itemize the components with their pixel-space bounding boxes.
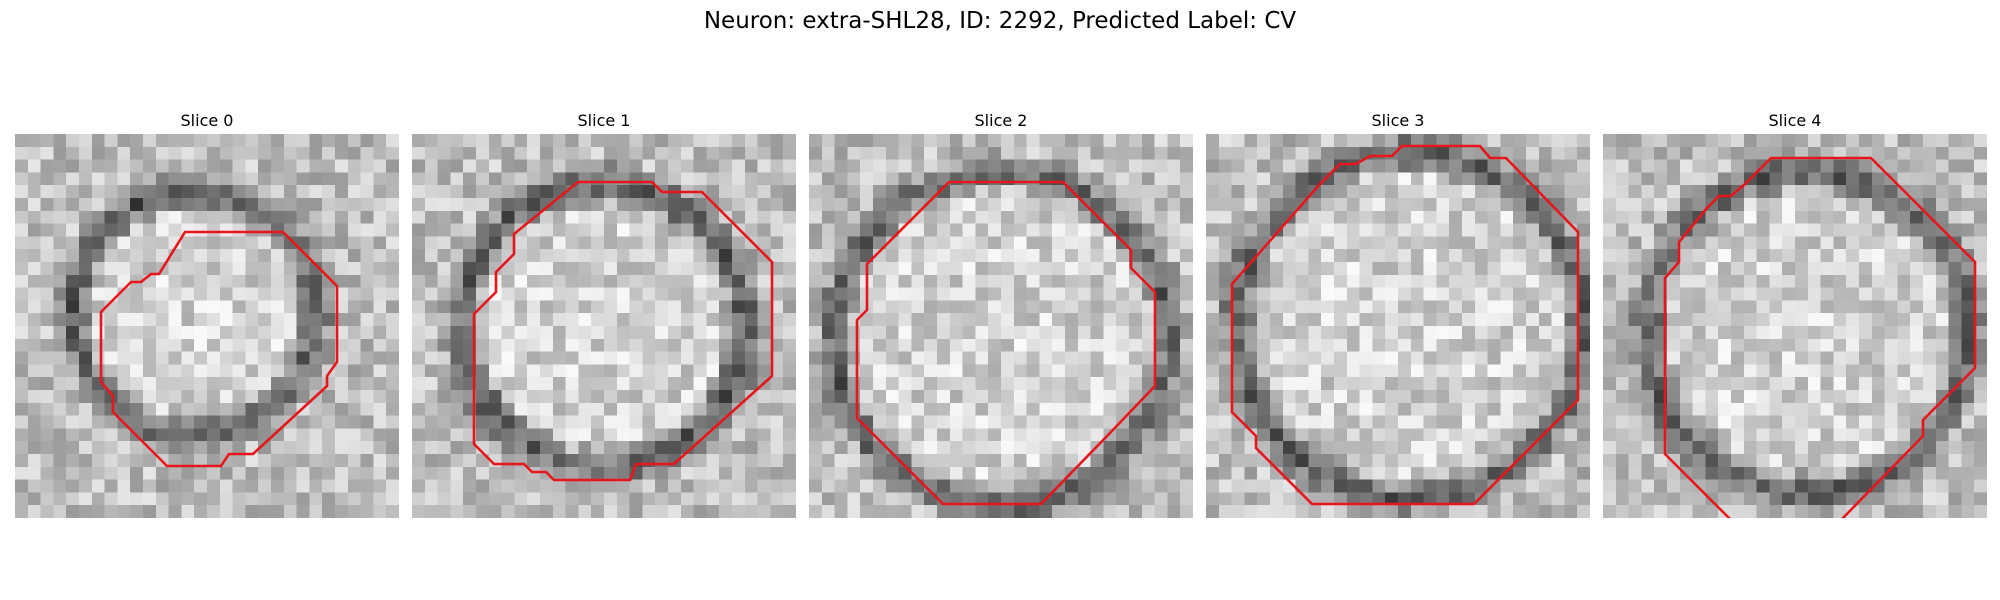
slice-title-4: Slice 4: [1768, 111, 1822, 130]
figure-title: Neuron: extra-SHL28, ID: 2292, Predicted…: [703, 8, 1297, 34]
slice-image-2: [809, 134, 1193, 518]
slice-image-4: [1603, 134, 1987, 518]
slice-panel-0: Slice 0: [15, 110, 399, 518]
slice-title-0: Slice 0: [180, 111, 234, 130]
slice-title-1: Slice 1: [577, 111, 631, 130]
slice-panel-4: Slice 4: [1603, 110, 1987, 518]
slice-title-3: Slice 3: [1371, 111, 1425, 130]
slice-image-1: [412, 134, 796, 518]
slice-panel-1: Slice 1: [412, 110, 796, 518]
slice-panel-2: Slice 2: [809, 110, 1193, 518]
slice-image-3: [1206, 134, 1590, 518]
slice-image-0: [15, 134, 399, 518]
slice-title-2: Slice 2: [974, 111, 1028, 130]
slice-panel-3: Slice 3: [1206, 110, 1590, 518]
